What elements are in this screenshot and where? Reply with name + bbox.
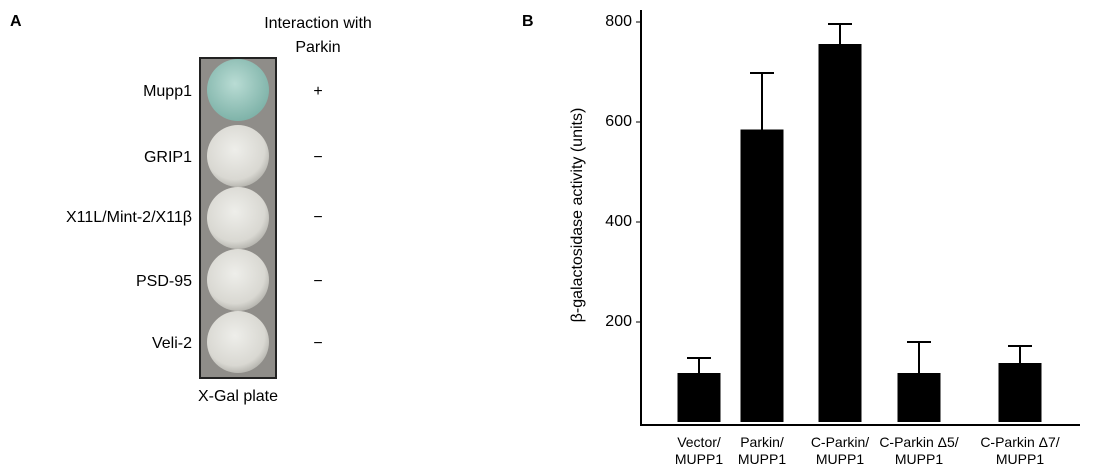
x-tick-label: C-Parkin/ MUPP1 (810, 434, 870, 467)
bar (818, 44, 862, 422)
interaction-sign: + (313, 83, 322, 100)
colony (207, 249, 269, 311)
colony (207, 59, 269, 121)
row-name: Veli-2 (152, 335, 192, 352)
interaction-sign: − (313, 149, 322, 166)
interaction-sign: − (313, 273, 322, 290)
x-tick-label: Parkin/ MUPP1 (737, 434, 787, 467)
row-name: Mupp1 (143, 83, 192, 100)
header: Interaction with Parkin (264, 15, 372, 56)
y-axis-label: β-galactosidase activity (units) (569, 108, 586, 323)
interaction-sign: − (313, 209, 322, 226)
x-tick-label: C-Parkin Δ5/ MUPP1 (879, 434, 959, 467)
y-tick-label: 400 (605, 213, 632, 230)
row-name: PSD-95 (136, 273, 192, 290)
panel-label: B (522, 13, 534, 30)
bar (740, 129, 784, 422)
plate-caption: X-Gal plate (198, 388, 278, 405)
bar (897, 373, 941, 422)
colony (207, 187, 269, 249)
colony (207, 311, 269, 373)
interaction-sign: − (313, 335, 322, 352)
bar (677, 373, 721, 422)
x-tick-label: C-Parkin Δ7/ MUPP1 (980, 434, 1060, 467)
bar (998, 363, 1042, 422)
row-name: GRIP1 (144, 149, 192, 166)
row-name: X11L/Mint-2/X11β (66, 209, 192, 226)
y-tick-label: 600 (605, 113, 632, 130)
x-tick-label: Vector/ MUPP1 (674, 434, 724, 467)
colony (207, 125, 269, 187)
panel-label: A (10, 13, 22, 30)
y-tick-label: 800 (605, 13, 632, 30)
y-tick-label: 200 (605, 313, 632, 330)
